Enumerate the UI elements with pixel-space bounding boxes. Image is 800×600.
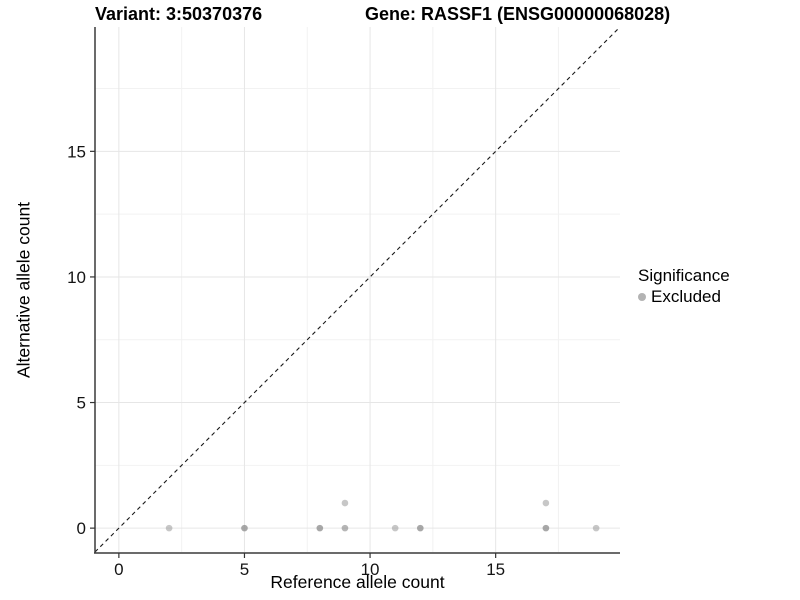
x-tick-label: 5	[240, 560, 249, 579]
data-point	[592, 524, 600, 532]
legend-dot-icon	[638, 292, 646, 301]
y-tick-label: 5	[77, 394, 86, 413]
x-tick-label: 0	[114, 560, 123, 579]
data-point	[391, 524, 399, 532]
y-tick-label: 15	[67, 142, 86, 161]
y-tick-label: 0	[77, 519, 86, 538]
variant-title: Variant: 3:50370376	[95, 4, 263, 24]
legend-item-excluded: Excluded	[638, 286, 730, 307]
data-point	[542, 524, 550, 532]
data-point	[165, 524, 173, 532]
x-tick-label: 15	[486, 560, 505, 579]
identity-line	[94, 26, 621, 553]
y-tick-label: 10	[67, 268, 86, 287]
x-axis-title: Reference allele count	[270, 572, 445, 592]
y-axis-title: Alternative allele count	[13, 201, 34, 379]
legend: Significance Excluded	[638, 265, 730, 307]
data-point	[241, 524, 248, 532]
gene-title: Gene: RASSF1 (ENSG00000068028)	[365, 4, 671, 24]
data-point	[316, 524, 324, 532]
data-point	[542, 499, 550, 507]
data-point	[341, 524, 349, 532]
legend-title: Significance	[638, 266, 730, 285]
legend-item-label: Excluded	[651, 287, 721, 306]
x-tick-label: 10	[361, 560, 380, 579]
data-point	[341, 499, 349, 507]
data-point	[416, 524, 424, 532]
